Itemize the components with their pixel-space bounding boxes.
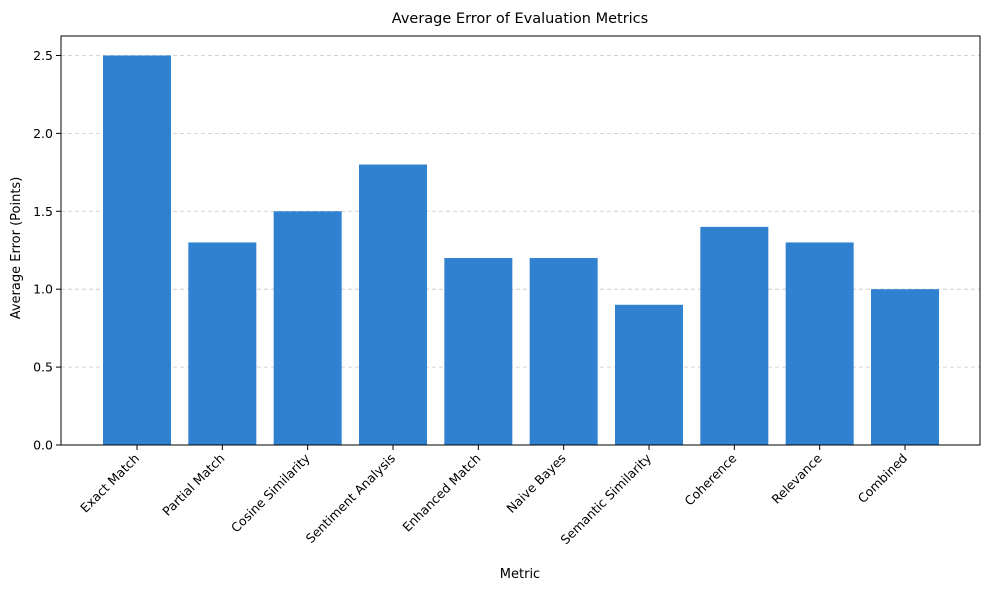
x-tick-label: Naive Bayes (503, 451, 568, 516)
x-tick-label: Sentiment Analysis (303, 451, 399, 547)
x-tick-label: Semantic Similarity (557, 450, 654, 547)
x-tick-label: Enhanced Match (399, 451, 483, 535)
bars (103, 55, 939, 446)
bar (785, 242, 854, 445)
y-tick-label: 2.5 (33, 48, 53, 63)
y-tick-label: 2.0 (33, 126, 53, 141)
y-tick-label: 0.5 (33, 360, 53, 375)
x-tick-label: Cosine Similarity (228, 450, 313, 535)
x-tick-label: Relevance (769, 450, 825, 506)
y-tick-label: 1.0 (33, 282, 53, 297)
bar (188, 242, 257, 445)
bar (103, 55, 171, 445)
bar (273, 211, 342, 445)
bar (871, 289, 939, 445)
bar (444, 258, 513, 445)
x-tick-label: Partial Match (159, 451, 227, 519)
y-tick-label: 0.0 (33, 438, 53, 453)
x-tick-label: Exact Match (77, 451, 142, 516)
chart-title: Average Error of Evaluation Metrics (392, 11, 648, 27)
bar (700, 226, 769, 445)
plot-frame (60, 35, 981, 446)
y-axis-ticks: 0.0 0.5 1.0 1.5 2.0 2.5 (33, 48, 61, 453)
bar (359, 164, 427, 446)
x-axis-label: Metric (500, 567, 540, 582)
y-tick-label: 1.5 (33, 204, 53, 219)
bar (615, 304, 683, 445)
axes (60, 35, 981, 446)
x-tick-label: Coherence (681, 450, 739, 508)
bar (529, 258, 598, 445)
y-axis-label: Average Error (Points) (9, 177, 24, 320)
x-tick-label: Combined (855, 451, 911, 507)
x-axis-ticks: Exact Match Partial Match Cosine Similarit… (77, 445, 910, 547)
